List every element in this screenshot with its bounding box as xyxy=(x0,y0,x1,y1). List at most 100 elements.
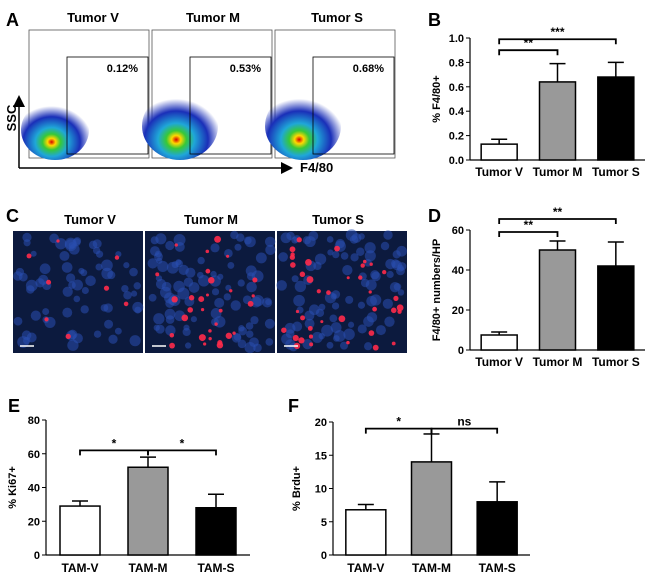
nucleus-spot xyxy=(343,328,355,341)
nucleus-spot xyxy=(294,280,307,293)
chart-d-bar xyxy=(480,334,518,351)
nucleus-spot xyxy=(148,293,157,302)
f480-positive-spot xyxy=(171,296,178,303)
nucleus-spot xyxy=(321,324,334,337)
f480-positive-spot xyxy=(309,342,314,347)
f480-positive-spot xyxy=(251,294,255,298)
f480-positive-spot xyxy=(290,252,295,257)
f480-positive-spot xyxy=(114,255,120,260)
f480-positive-spot xyxy=(290,262,296,268)
chart-b-bar xyxy=(538,81,577,161)
nucleus-spot xyxy=(236,233,245,242)
chart-d: 0 20 40 60 F4/80+ numbers/HP Tumor V Tumor M Tu… xyxy=(431,205,645,369)
chart-e: 0 20 40 60 80 % Ki67+ TAM-V TAM-M TAM-S * * xyxy=(7,415,250,575)
nucleus-spot xyxy=(22,232,32,243)
nucleus-spot xyxy=(217,273,224,280)
chart-b-sig-label: *** xyxy=(550,25,564,39)
micro-title-2: Tumor M xyxy=(184,212,238,227)
nucleus-spot xyxy=(197,256,205,265)
nucleus-spot xyxy=(345,295,354,304)
chart-e-ytick-label: 0 xyxy=(34,550,40,562)
nucleus-spot xyxy=(293,294,305,307)
nucleus-spot xyxy=(245,265,257,277)
nucleus-spot xyxy=(326,236,334,243)
f480-positive-spot xyxy=(289,246,296,253)
nucleus-spot xyxy=(108,334,118,344)
nucleus-spot xyxy=(26,332,37,343)
f480-positive-spot xyxy=(362,259,367,264)
micrograph-2 xyxy=(145,230,276,354)
chart-b-ytick-label: 0.6 xyxy=(449,82,464,94)
nucleus-spot xyxy=(397,289,405,296)
chart-b-sig-bracket xyxy=(498,38,617,45)
nucleus-spot xyxy=(134,306,142,314)
nucleus-spot xyxy=(345,229,358,241)
chart-f-bar xyxy=(410,461,453,556)
nucleus-spot xyxy=(129,267,138,277)
nucleus-spot xyxy=(190,316,197,323)
nucleus-spot xyxy=(364,250,376,262)
nucleus-spot xyxy=(178,264,189,276)
chart-e-bar xyxy=(195,507,237,556)
chart-f-sig-bracket xyxy=(430,427,499,434)
nucleus-spot xyxy=(153,324,160,331)
f480-positive-spot xyxy=(181,314,189,322)
chart-e-sig-label: * xyxy=(180,436,185,450)
f480-positive-spot xyxy=(46,279,52,285)
nucleus-spot xyxy=(246,330,254,338)
chart-f-bar xyxy=(345,509,387,556)
chart-f-bar xyxy=(476,501,518,556)
chart-b-ytick-label: 0.8 xyxy=(449,57,464,69)
nucleus-spot xyxy=(360,278,370,288)
nucleus-spot xyxy=(286,231,295,241)
gate-percent-3: 0.68% xyxy=(353,63,384,75)
f480-positive-spot xyxy=(187,307,193,313)
flow-title-1: Tumor V xyxy=(67,10,119,25)
nucleus-spot xyxy=(71,279,84,291)
panel-label-b: B xyxy=(428,10,441,30)
f480-positive-spot xyxy=(391,341,396,346)
nucleus-spot xyxy=(386,270,394,279)
chart-f-sig-label: ns xyxy=(457,415,471,429)
nucleus-spot xyxy=(114,327,122,335)
f480-positive-spot xyxy=(205,293,209,297)
f480-positive-spot xyxy=(305,258,312,266)
nucleus-spot xyxy=(333,335,340,342)
chart-d-sig-label: ** xyxy=(553,205,563,219)
nucleus-spot xyxy=(234,243,242,251)
f480-positive-spot xyxy=(300,315,306,321)
chart-f-ytick-label: 0 xyxy=(321,550,327,562)
f480-positive-spot xyxy=(382,269,387,275)
f480-positive-spot xyxy=(358,275,363,280)
chart-d-sig-bracket xyxy=(498,231,559,237)
chart-b-category-label: Tumor V xyxy=(475,165,523,179)
nucleus-spot xyxy=(66,273,76,283)
f480-positive-spot xyxy=(203,342,207,346)
nucleus-spot xyxy=(383,230,393,240)
nucleus-spot xyxy=(42,308,50,316)
nucleus-spot xyxy=(26,285,35,294)
f480-positive-spot xyxy=(225,332,233,339)
nucleus-spot xyxy=(292,321,303,332)
nucleus-spot xyxy=(331,302,340,310)
nucleus-spot xyxy=(342,264,353,276)
nucleus-spot xyxy=(67,339,79,351)
f480-positive-spot xyxy=(205,268,211,274)
nucleus-spot xyxy=(339,341,349,350)
f480-positive-spot xyxy=(26,253,32,259)
f480-positive-spot xyxy=(298,337,305,344)
nucleus-spot xyxy=(230,300,241,311)
chart-d-ytick-label: 0 xyxy=(458,345,464,357)
nucleus-spot xyxy=(129,335,141,347)
nucleus-spot xyxy=(101,259,113,272)
chart-b-ytick-label: 0.2 xyxy=(449,131,464,143)
nucleus-spot xyxy=(153,313,165,325)
chart-f-category-label: TAM-V xyxy=(347,561,384,575)
f480-positive-spot xyxy=(281,327,287,333)
panel-label-a: A xyxy=(6,10,19,30)
f480-positive-spot xyxy=(397,309,402,314)
nucleus-spot xyxy=(265,299,272,306)
chart-f-sig-bracket xyxy=(364,427,433,434)
nucleus-spot xyxy=(210,243,220,253)
micro-title-1: Tumor V xyxy=(64,212,116,227)
